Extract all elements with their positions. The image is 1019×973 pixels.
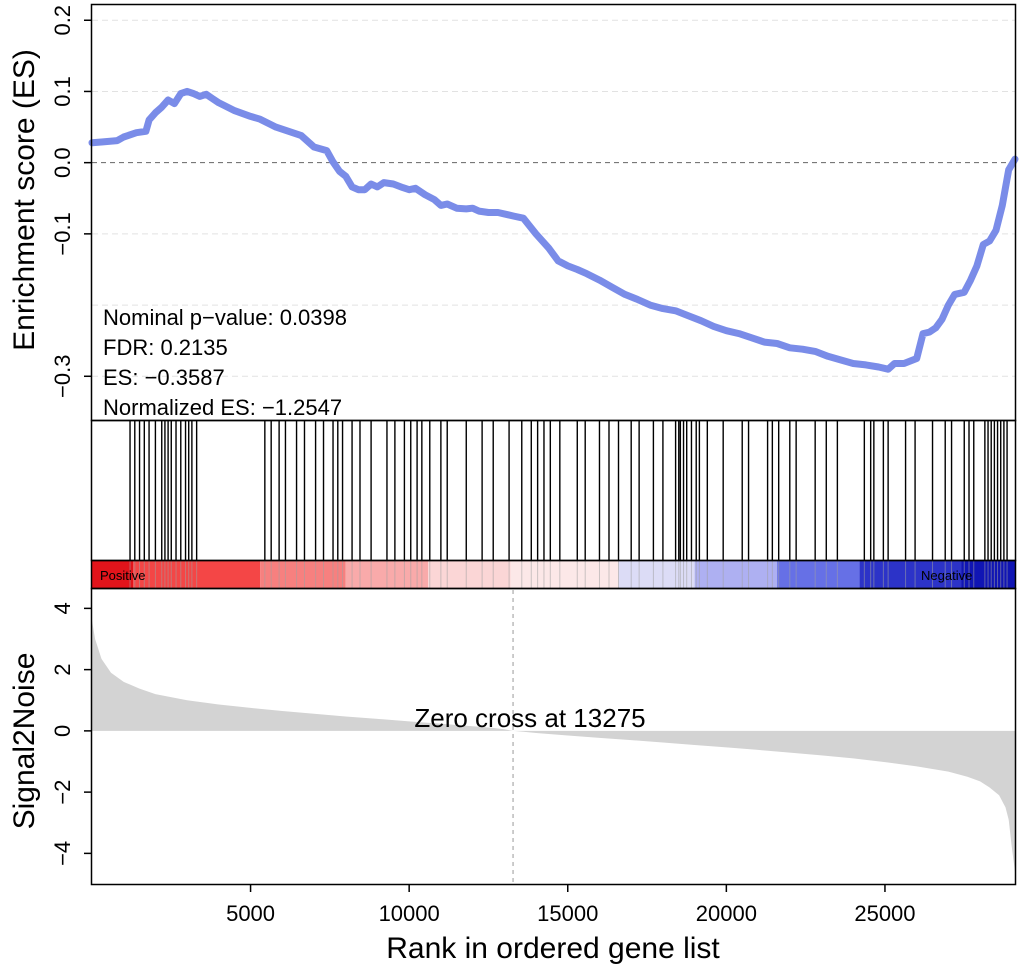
color-bar-hit-overlay: [129, 561, 1008, 588]
stat-fdr: FDR: 0.2135: [103, 335, 228, 360]
es-y-axis-ticks: 0.2 0.1 0.0 −0.1 −0.3: [50, 5, 92, 398]
metric-y-axis-title: Signal2Noise: [8, 653, 41, 830]
metric-panel-frame: [90, 587, 1017, 886]
es-running-score-line: [88, 87, 1019, 373]
metric-xtick-label-1: 10000: [379, 901, 440, 926]
stat-nominal-p-value: Nominal p−value: 0.0398: [103, 305, 347, 330]
es-y-axis-title: Enrichment score (ES): [8, 49, 41, 351]
metric-xtick-label-0: 5000: [226, 901, 275, 926]
metric-xtick-label-4: 25000: [854, 901, 915, 926]
stat-es: ES: −0.3587: [103, 365, 225, 390]
positive-label: Positive: [100, 568, 146, 583]
es-ytick-label-4: −0.3: [50, 355, 75, 398]
gene-hits-barcode: [129, 421, 1008, 560]
metric-ytick-label-4: −4: [50, 841, 75, 866]
es-panel: 0.20.10.0−0.1−0.3 Enrichment score (ES) …: [8, 5, 1019, 420]
color-segment-5: [510, 561, 619, 589]
metric-ytick-label-1: 2: [50, 664, 75, 676]
metric-xtick-label-2: 15000: [537, 901, 598, 926]
metric-ytick-label-0: 4: [50, 602, 75, 614]
metric-ytick-label-2: 0: [50, 725, 75, 737]
es-ytick-label-0: 0.2: [50, 5, 75, 36]
stat-normalized-es: Normalized ES: −1.2547: [103, 395, 342, 420]
color-segment-2: [260, 561, 346, 589]
metric-x-axis-ticks: 5000 10000 15000 20000 25000: [226, 884, 916, 926]
metric-xtick-label-3: 20000: [696, 901, 757, 926]
color-segment-0: [91, 561, 134, 589]
ranking-color-bar: Positive Negative: [91, 561, 1015, 589]
metric-y-axis-ticks: 4 2 0 −2 −4: [50, 602, 92, 866]
negative-label: Negative: [921, 568, 972, 583]
color-segment-9: [859, 561, 962, 589]
color-segment-8: [777, 561, 860, 589]
zero-cross-label: Zero cross at 13275: [414, 703, 645, 733]
metric-panel: Zero cross at 13275 4 2 0 −2 −4 5000 10000 150…: [8, 590, 1015, 965]
hits-panel-frame: [90, 419, 1017, 562]
es-panel-frame: [90, 3, 1017, 422]
es-ytick-label-2: 0.0: [50, 147, 75, 178]
color-segment-7: [694, 561, 778, 589]
es-gridlines: [92, 19, 1015, 377]
metric-ytick-label-3: −2: [50, 780, 75, 805]
es-ytick-label-3: −0.1: [50, 212, 75, 255]
metric-x-axis-title: Rank in ordered gene list: [386, 932, 720, 965]
es-ytick-label-1: 0.1: [50, 76, 75, 107]
color-bar-segments: [91, 561, 1015, 589]
color-segment-4: [428, 561, 511, 589]
signal2noise-area: [92, 620, 1015, 872]
